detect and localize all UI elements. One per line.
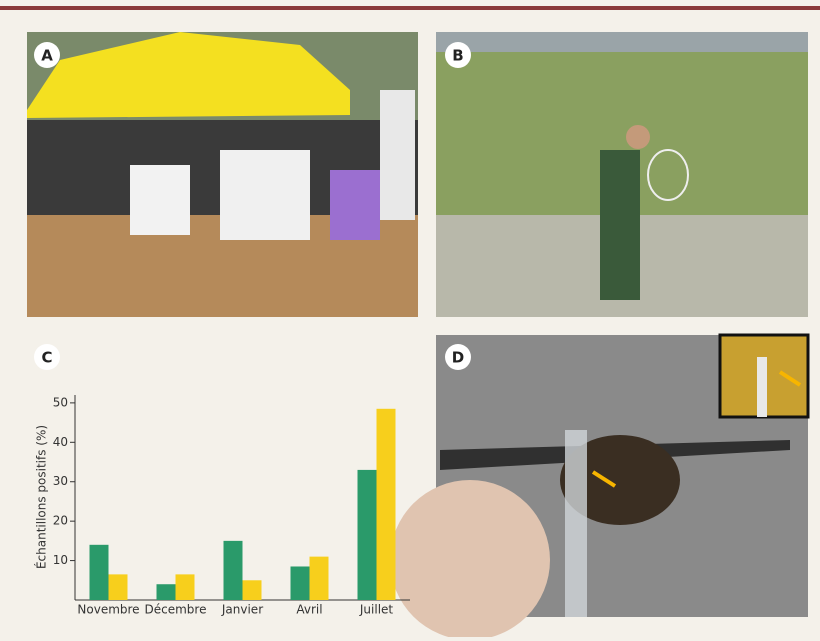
y-tick-label: 40 [53,435,68,449]
y-axis-title: Échantillons positifs (%) [34,425,49,569]
x-tick-label: Novembre [77,603,139,617]
y-tick-label: 20 [53,514,68,528]
bar [291,566,310,600]
photo-a [27,32,418,317]
panel-label: D [452,349,464,367]
bar [377,409,396,600]
bar [310,557,329,600]
bar [90,545,109,600]
y-tick-label: 30 [53,474,68,488]
x-tick-label: Avril [296,603,322,617]
page: {"panel_labels": ["A", "B", "C", "D"], "… [0,0,820,637]
figure: Échantillons positifs (%) A B C D 10 20 30 40 50… [0,0,820,637]
panel-label: C [41,349,52,367]
x-tick-label: Juillet [359,603,394,617]
bar [109,574,128,600]
x-tick-label: Décembre [145,603,207,617]
y-tick-label: 10 [53,553,68,567]
photo-b [436,32,808,317]
photo-d [390,335,808,637]
panel-label: A [41,47,53,65]
bar [176,574,195,600]
x-tick-label: Janvier [221,603,263,617]
panel-label: B [452,47,463,65]
bar [358,470,377,600]
bar [157,584,176,600]
top-rule [0,6,820,10]
bar [243,580,262,600]
y-tick-label: 50 [53,395,68,409]
bar [224,541,243,600]
